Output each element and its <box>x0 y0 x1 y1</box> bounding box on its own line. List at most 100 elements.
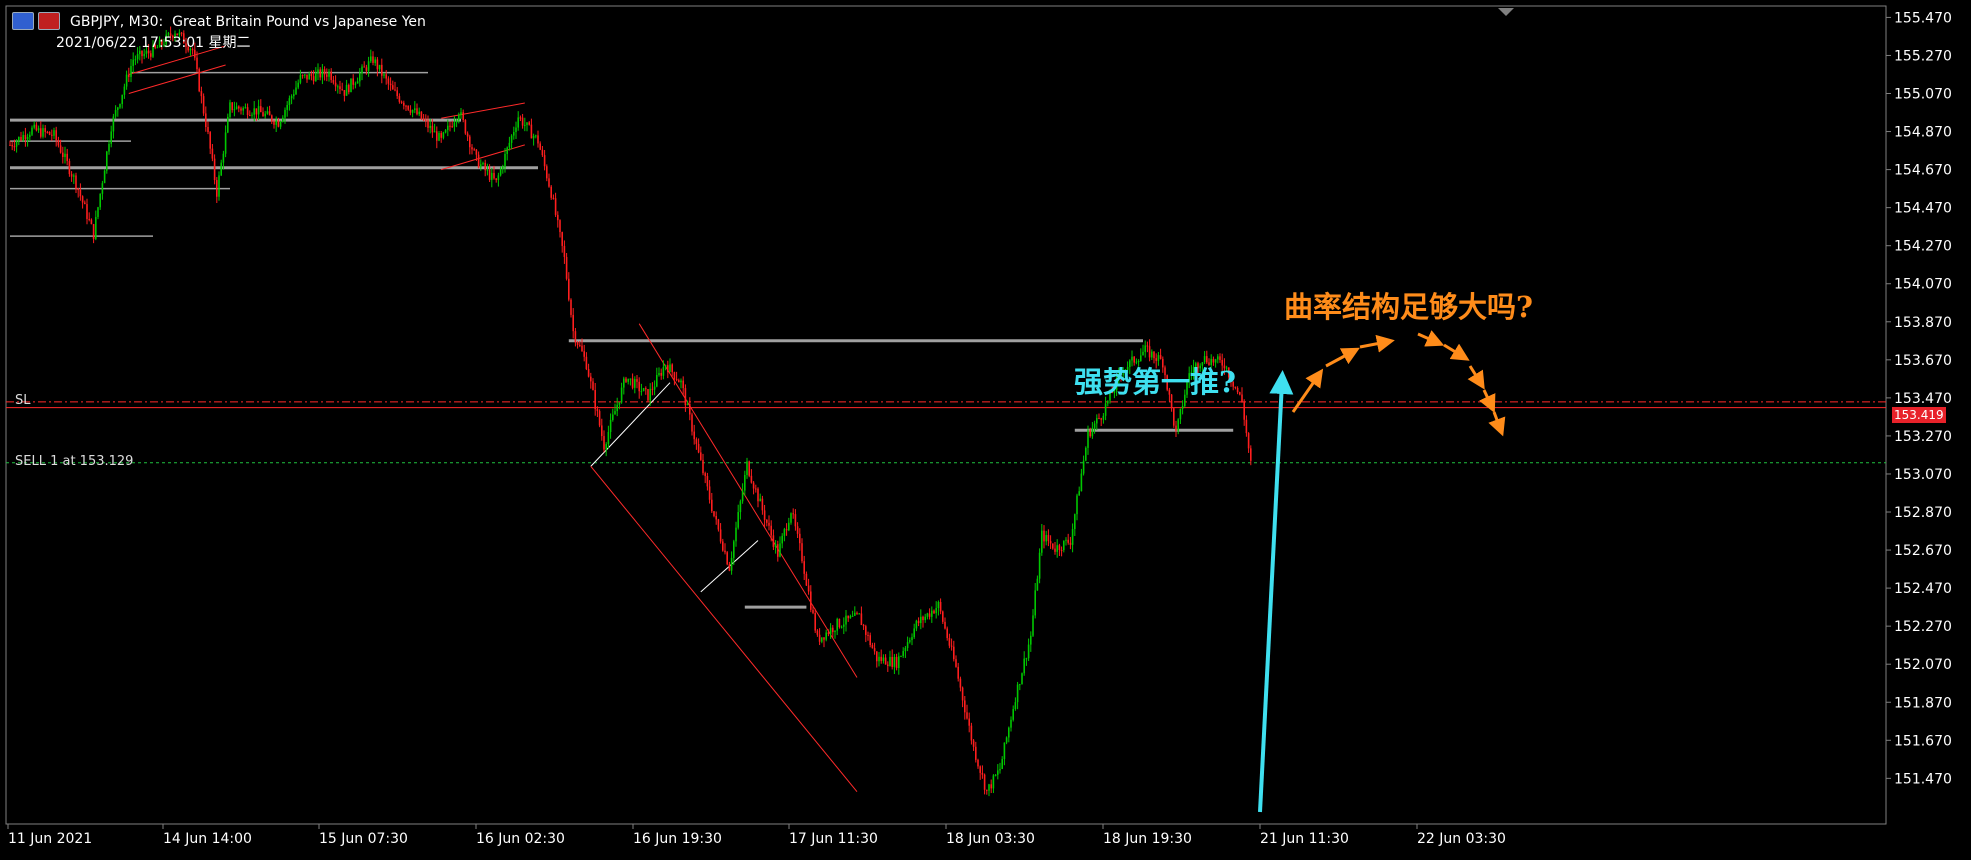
candle-body <box>1133 356 1135 363</box>
candle-body <box>1058 545 1061 551</box>
candle-body <box>722 541 724 551</box>
symbol-title: GBPJPY, M30: Great Britain Pound vs Japa… <box>70 14 426 30</box>
candle-body <box>689 404 691 415</box>
candle-body <box>662 367 665 376</box>
candle-body <box>326 74 328 77</box>
candle-body <box>260 106 262 113</box>
plot-area[interactable] <box>5 5 1887 825</box>
candle-body <box>1236 387 1239 393</box>
candle-body <box>1197 363 1199 369</box>
candle-body <box>1142 351 1144 356</box>
y-tick-label: 154.270 <box>1894 239 1952 255</box>
y-tick-label: 154.670 <box>1894 163 1952 179</box>
candle-body <box>524 124 526 126</box>
candle-body <box>293 94 295 97</box>
candle-body <box>618 402 621 405</box>
chart-window-icon[interactable] <box>12 12 34 30</box>
candle-body <box>1019 684 1021 686</box>
candle-body <box>607 431 610 445</box>
candle-body <box>645 388 647 390</box>
candle-body <box>651 388 654 390</box>
candle-body <box>352 78 354 85</box>
candle-body <box>1153 351 1155 359</box>
candle-body <box>838 618 841 628</box>
candle-body <box>33 124 35 128</box>
candle-body <box>876 651 878 662</box>
candle-body <box>515 127 517 133</box>
y-tick-label: 152.670 <box>1894 543 1952 559</box>
candle-body <box>634 379 636 388</box>
candle-body <box>84 202 86 205</box>
candle-body <box>926 613 929 617</box>
candle-body <box>539 143 541 150</box>
candle-body <box>264 113 266 117</box>
candle-body <box>255 108 258 115</box>
candle-body <box>1052 543 1054 549</box>
candle-body <box>546 166 548 179</box>
candle-body <box>253 108 255 115</box>
candle-body <box>1179 408 1182 420</box>
candle-body <box>1129 360 1131 368</box>
candle-body <box>345 84 348 96</box>
candle-body <box>440 133 442 138</box>
candle-body <box>484 162 486 171</box>
candle-body <box>370 56 372 62</box>
candle-body <box>337 86 339 88</box>
candle-body <box>999 768 1001 771</box>
candle-body <box>262 112 264 117</box>
candle-body <box>1038 552 1041 579</box>
candle-body <box>805 573 808 586</box>
candle-body <box>224 132 227 154</box>
candle-body <box>579 344 581 346</box>
x-tick-label: 16 Jun 19:30 <box>633 831 722 847</box>
candle-body <box>1076 495 1078 515</box>
candle-body <box>972 740 975 747</box>
candle-body <box>196 57 198 70</box>
candle-body <box>200 91 203 97</box>
candle-body <box>244 107 247 109</box>
candle-body <box>444 130 447 133</box>
candle-body <box>576 342 579 345</box>
candle-body <box>1025 658 1028 660</box>
trade-icon[interactable] <box>38 12 60 30</box>
candle-body <box>161 40 163 45</box>
candle-body <box>332 79 335 83</box>
candle-body <box>1074 514 1076 530</box>
candle-body <box>585 356 588 370</box>
candle-body <box>396 90 398 97</box>
candle-body <box>22 135 24 141</box>
candle-body <box>1245 419 1248 434</box>
y-tick-label: 153.070 <box>1894 467 1952 483</box>
candle-body <box>46 131 49 133</box>
candle-body <box>942 611 944 622</box>
candle-body <box>774 544 777 547</box>
candle-body <box>744 475 746 491</box>
candle-body <box>915 620 918 629</box>
candle-body <box>801 543 803 562</box>
candle-body <box>697 443 700 453</box>
candle-body <box>1065 539 1067 541</box>
candle-body <box>464 119 467 134</box>
candle-body <box>1157 355 1160 361</box>
candle-body <box>818 634 821 642</box>
push-arrow <box>1258 370 1294 813</box>
candle-body <box>416 108 418 115</box>
candle-body <box>1107 400 1109 404</box>
candle-body <box>552 197 555 199</box>
candle-body <box>695 439 698 444</box>
candle-body <box>1155 358 1157 361</box>
candle-body <box>1005 737 1008 743</box>
y-tick-label: 155.070 <box>1894 87 1952 103</box>
candle-body <box>387 78 390 84</box>
candle-body <box>592 381 594 390</box>
candle-body <box>277 120 280 127</box>
candle-body <box>462 112 464 120</box>
candle-body <box>671 364 673 373</box>
candle-body <box>1195 363 1197 367</box>
candle-body <box>502 167 504 169</box>
candle-body <box>537 135 539 144</box>
candle-body <box>882 657 885 661</box>
candle-body <box>964 700 966 713</box>
candle-body <box>1225 367 1228 369</box>
